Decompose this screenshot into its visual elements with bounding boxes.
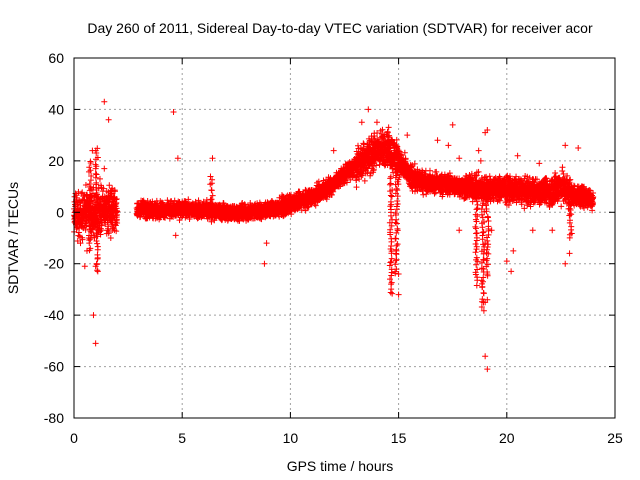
data-point xyxy=(82,182,89,189)
data-point xyxy=(113,199,120,206)
data-point xyxy=(79,189,86,196)
data-point xyxy=(82,226,89,233)
data-point xyxy=(164,197,171,204)
data-point xyxy=(113,195,120,202)
data-point xyxy=(100,185,107,192)
data-point xyxy=(74,200,81,207)
data-point xyxy=(114,211,121,218)
data-point xyxy=(105,223,112,230)
data-point xyxy=(97,225,104,232)
data-points xyxy=(71,98,597,373)
data-point xyxy=(79,236,86,243)
data-point xyxy=(111,188,118,195)
data-point xyxy=(114,220,121,227)
data-point xyxy=(77,198,84,205)
data-point xyxy=(113,228,120,235)
chart-title: Day 260 of 2011, Sidereal Day-to-day VTE… xyxy=(87,20,593,36)
data-point xyxy=(98,222,105,229)
data-point xyxy=(106,182,113,189)
data-point xyxy=(105,228,112,235)
data-point xyxy=(91,234,98,241)
